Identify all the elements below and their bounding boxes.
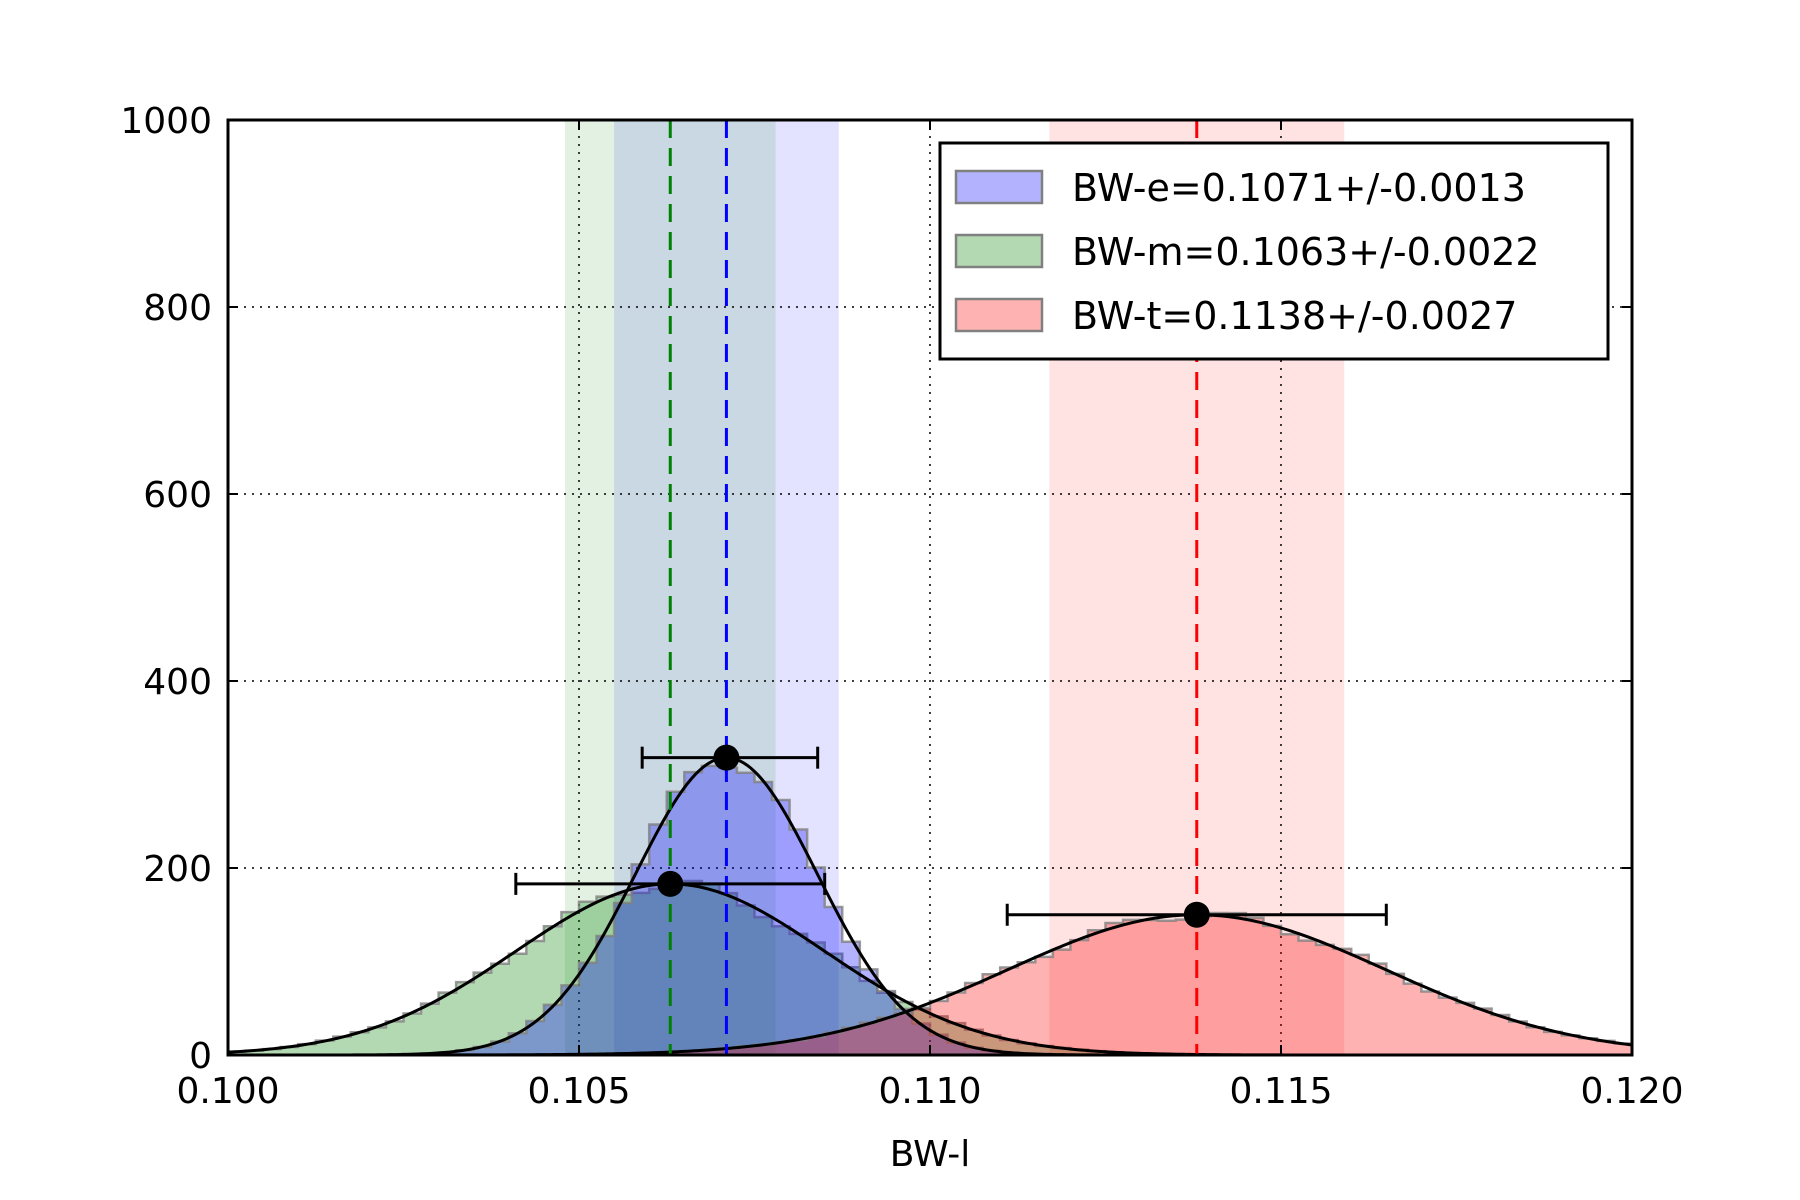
- y-tick-label-2: 400: [143, 662, 212, 703]
- legend-swatch-1: [954, 233, 1044, 269]
- peak-marker-2: [1183, 901, 1210, 928]
- fit-curve-1: [228, 882, 1632, 1055]
- legend-label-2: BW-t=0.1138+/-0.0027: [1072, 294, 1517, 338]
- x-tick-label-1: 0.105: [527, 1071, 630, 1112]
- tick-labels: 0.100 0.105 0.110 0.115 0.120 0 200 400 600 800 10…: [120, 101, 1683, 1112]
- y-tick-label-0: 0: [189, 1036, 212, 1077]
- y-tick-label-4: 800: [143, 288, 212, 329]
- fit-curve-0: [228, 756, 1632, 1055]
- error-bars: [514, 744, 1388, 928]
- legend-label-1: BW-m=0.1063+/-0.0022: [1072, 230, 1540, 274]
- legend: BW-e=0.1071+/-0.0013 BW-m=0.1063+/-0.0022…: [938, 141, 1610, 361]
- x-axis-label: BW-l: [890, 1134, 971, 1175]
- x-tick-label-3: 0.115: [1229, 1071, 1332, 1112]
- peak-marker-1: [657, 870, 684, 897]
- x-tick-label-0: 0.100: [176, 1071, 279, 1112]
- peak-marker-0: [713, 744, 740, 771]
- legend-box: [938, 141, 1610, 361]
- legend-label-0: BW-e=0.1071+/-0.0013: [1072, 166, 1526, 210]
- legend-swatch-2: [954, 297, 1044, 333]
- y-tick-label-1: 200: [143, 849, 212, 890]
- x-tick-label-2: 0.110: [878, 1071, 981, 1112]
- y-tick-label-5: 1000: [120, 101, 212, 142]
- legend-swatch-0: [954, 169, 1044, 205]
- y-tick-label-3: 600: [143, 475, 212, 516]
- axis-ticks: [227, 119, 1633, 1056]
- x-tick-label-4: 0.120: [1580, 1071, 1683, 1112]
